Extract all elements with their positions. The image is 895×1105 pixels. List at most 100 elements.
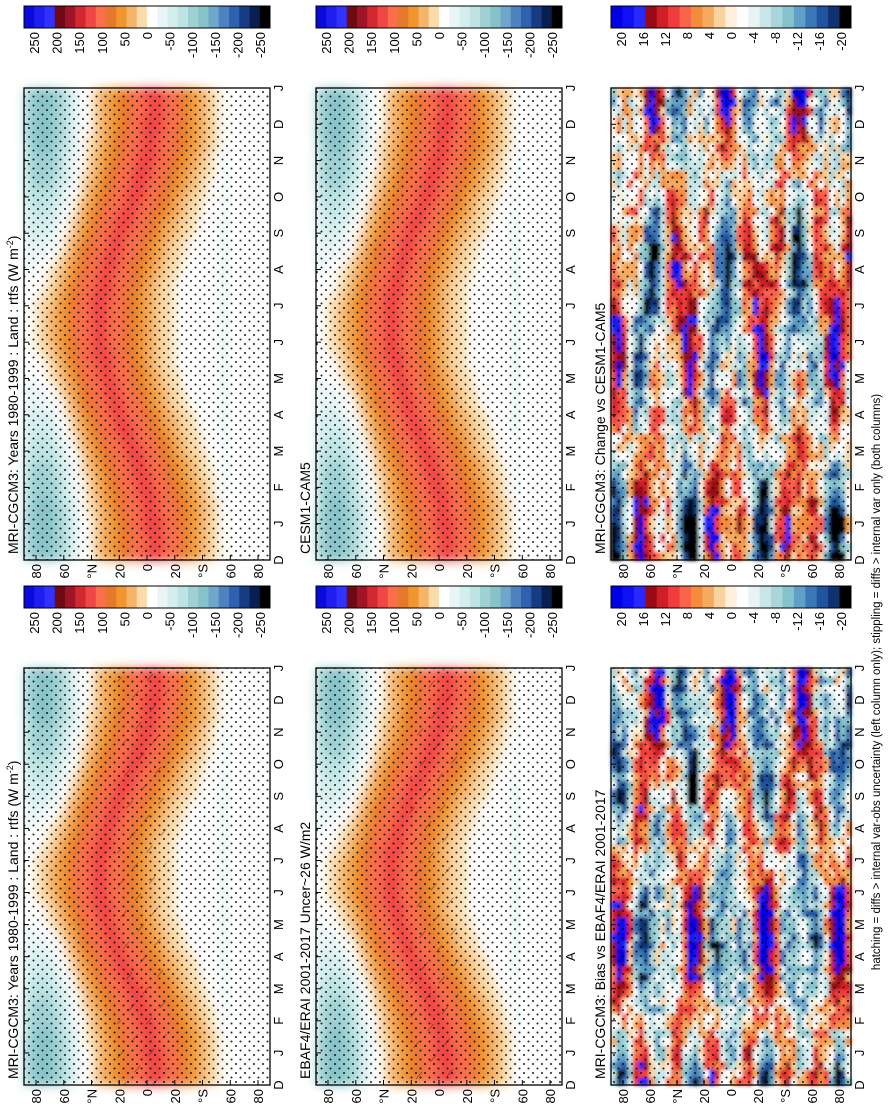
colorbar-swatch [126,6,138,28]
colorbar-tick-label: 150 [72,32,87,54]
colorbar-tick-label: -8 [768,612,783,624]
colorbar-swatch [387,6,399,28]
stippling-overlay [24,88,270,560]
colorbar-tick-label: -50 [163,32,178,51]
colorbar-tick-label: 150 [72,612,87,634]
colorbar-swatch [75,586,86,608]
month-tick-label: S [271,792,286,801]
colorbar-swatch [428,6,440,28]
month-tick-label: A [852,410,867,419]
colorbar-swatch [116,586,127,608]
colorbar-tick-label: -20 [834,32,849,51]
month-tick-label: M [271,919,286,930]
colorbar-swatch [771,6,783,28]
colorbar-tick-label: 150 [364,612,379,634]
colorbar-swatch [418,6,430,28]
colorbar-tick-label: 0 [432,612,447,619]
lat-tick-label: 80 [832,1089,847,1103]
colorbar-swatch [736,6,749,28]
lat-tick-label: 20 [751,1089,766,1103]
colorbar-swatch [398,586,409,608]
lat-tick-label: 0 [724,1089,739,1096]
colorbar-tick-label: -150 [208,32,223,58]
month-tick-label: O [271,192,286,202]
month-tick-label: F [852,483,867,491]
colorbar: 250 200 150 100 50 0 -50 -100 -150 -200 -250 [315,585,563,638]
colorbar-swatch [106,586,117,608]
colorbar-swatch [229,6,240,28]
month-tick-label: J [563,665,578,672]
month-tick-label: D [271,120,286,129]
month-tick-label: M [563,446,578,457]
colorbar-tick-label: 200 [342,612,357,634]
colorbar-swatch [622,6,635,28]
lat-tick-label: °N [377,564,392,579]
month-tick-label: M [852,983,867,994]
colorbar-swatch [611,6,623,28]
colorbar-swatch [418,586,430,608]
colorbar-swatch [24,586,35,608]
colorbar: 250 200 150 100 50 0 -50 -100 -150 -200 -250 [315,5,563,58]
colorbar-swatch [449,6,460,28]
colorbar-swatch [449,586,460,608]
colorbar-swatch [645,6,658,28]
colorbar-frame [610,5,852,29]
lat-tick-label: 60 [349,564,364,578]
colorbar-swatch [551,6,563,28]
month-tick-label: D [563,555,578,564]
colorbar-swatch [85,586,97,608]
colorbar-swatch [259,586,271,608]
lat-tick-label: 20 [112,1089,127,1103]
colorbar-tick-label: -150 [208,612,223,638]
month-tick-label: J [852,339,867,346]
lat-tick-label: 60 [515,1089,530,1103]
month-tick-label: J [563,303,578,310]
colorbar-tick-label: -16 [812,32,827,51]
colorbar-tick-label: -50 [455,612,470,631]
colorbar-tick-label: 0 [140,32,155,39]
title-suffix: ) [5,761,21,766]
month-tick-label: A [271,410,286,419]
colorbar-tick-label: -4 [746,612,761,624]
colorbar: 20 16 12 8 4 0 -4 -8 -12 -16 -20 [610,5,852,51]
colorbar-tick-label: -50 [455,32,470,51]
month-tick-label: M [852,919,867,930]
month-tick-label: D [852,1080,867,1089]
lat-tick-label: 20 [404,1089,419,1103]
colorbar-swatch [713,6,726,28]
lat-tick-label: 80 [543,1089,558,1103]
colorbar-swatch [218,586,230,608]
lat-tick-label: 20 [404,564,419,578]
colorbar-tick-label: 4 [702,32,717,39]
colorbar-swatch [439,6,450,28]
colorbar-swatch [725,586,738,608]
month-tick-label: F [563,483,578,491]
colorbar-swatch [95,586,107,608]
lat-tick-label: 0 [140,1089,155,1096]
colorbar-tick-label: -250 [253,32,268,58]
month-tick-label: S [852,229,867,238]
month-tick-label: M [563,983,578,994]
colorbar-swatch [85,6,97,28]
colorbar-swatch [668,586,681,608]
lat-tick-label: 20 [751,564,766,578]
month-tick-label: J [271,339,286,346]
colorbar-tick-label: -150 [500,612,515,638]
figure-footnote: hatching = diffs > internal var-obs unce… [871,394,883,970]
colorbar-tick-label: -200 [522,32,537,58]
colorbar-swatch [500,6,512,28]
colorbar-swatch [622,586,635,608]
colorbar-frame [23,585,271,609]
lat-tick-label: 80 [321,1089,336,1103]
colorbar-tick-label: 20 [614,32,629,46]
lat-tick-label: 20 [460,1089,475,1103]
colorbar-swatch [377,586,389,608]
lat-tick-label: 80 [251,564,266,578]
colorbar-swatch [748,586,761,608]
colorbar-tick-label: 50 [117,32,132,46]
colorbar-frame [315,585,563,609]
